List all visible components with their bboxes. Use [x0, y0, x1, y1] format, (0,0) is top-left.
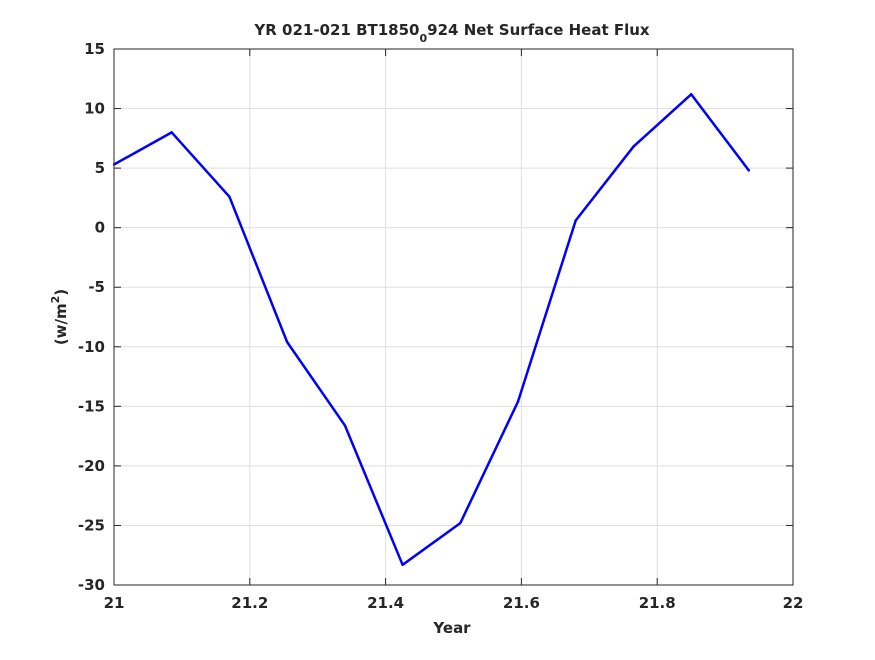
y-tick-label: 5 — [95, 159, 105, 177]
x-tick-label: 22 — [783, 594, 804, 612]
data-point — [689, 93, 693, 96]
x-tick-label: 21.2 — [231, 594, 268, 612]
y-tick-label: -20 — [78, 457, 105, 475]
y-tick-label: -15 — [78, 397, 105, 415]
data-point — [574, 219, 577, 222]
x-tick-label: 21 — [104, 594, 125, 612]
x-tick-label: 21.6 — [503, 594, 540, 612]
plot-area-background — [114, 49, 793, 585]
plot-area-frame — [113, 48, 794, 586]
y-tick-label: -10 — [78, 338, 105, 356]
data-point — [747, 169, 751, 172]
data-point — [401, 563, 404, 566]
x-tick-label: 21.8 — [639, 594, 676, 612]
data-point — [170, 131, 173, 134]
axis-ticks — [113, 48, 794, 586]
data-point — [516, 400, 520, 403]
y-tick-label: 15 — [84, 40, 105, 58]
tick-labels: 21 21.2 21.4 21.6 21.8 22 15 10 5 0 -5 -10 -15 -20 -25… — [78, 40, 804, 612]
data-point — [228, 195, 231, 198]
y-tick-label: 0 — [95, 219, 105, 237]
data-point — [459, 521, 462, 525]
x-axis-label: Year — [432, 619, 471, 637]
data-point — [343, 424, 347, 427]
y-tick-label: -30 — [78, 576, 105, 594]
series-layer — [112, 93, 751, 567]
chart-title: YR 021-021 BT18500924 Net Surface Heat F… — [253, 21, 650, 45]
y-tick-label: -25 — [78, 516, 105, 534]
y-tick-label: 10 — [84, 100, 105, 118]
series-line — [113, 93, 750, 567]
x-tick-label: 21.4 — [367, 594, 404, 612]
y-axis-label: (w/m2) — [49, 289, 70, 345]
y-tick-label: -5 — [88, 278, 105, 296]
data-point — [285, 340, 289, 344]
data-point — [632, 145, 635, 148]
